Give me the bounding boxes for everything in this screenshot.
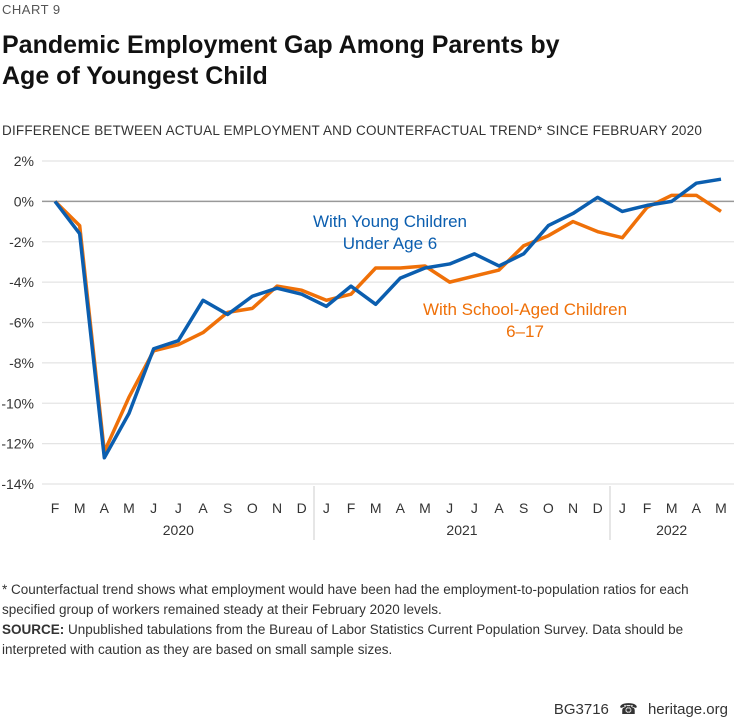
x-tick-label: A bbox=[494, 500, 504, 516]
line-chart: 2%0%-2%-4%-6%-8%-10%-12%-14%F M A M J J A S O N D J… bbox=[1, 153, 734, 540]
x-tick-label: J bbox=[150, 500, 157, 516]
year-label: 2021 bbox=[446, 522, 477, 538]
year-label: 2022 bbox=[656, 522, 687, 538]
x-tick-label: A bbox=[692, 500, 702, 516]
series-line bbox=[53, 193, 722, 454]
x-tick-label: D bbox=[297, 500, 307, 516]
x-tick-label: D bbox=[593, 500, 603, 516]
title-line-1: Pandemic Employment Gap Among Parents by bbox=[2, 31, 560, 59]
footnote: * Counterfactual trend shows what employ… bbox=[2, 582, 689, 617]
series-label: With School-Aged Children bbox=[423, 300, 627, 319]
source-label: SOURCE: bbox=[2, 622, 65, 637]
x-tick-label: M bbox=[123, 500, 135, 516]
x-tick-label: M bbox=[666, 500, 678, 516]
year-label: 2020 bbox=[163, 522, 194, 538]
x-tick-label: J bbox=[323, 500, 330, 516]
source-note: SOURCE: Unpublished tabulations from the… bbox=[2, 620, 727, 660]
x-tick-label: S bbox=[223, 500, 232, 516]
x-tick-label: F bbox=[643, 500, 652, 516]
y-tick-label: -10% bbox=[1, 395, 34, 411]
x-tick-label: O bbox=[247, 500, 258, 516]
y-tick-label: 0% bbox=[14, 193, 34, 209]
x-tick-label: M bbox=[74, 500, 86, 516]
chart-kicker: CHART 9 bbox=[2, 2, 61, 17]
x-tick-label: M bbox=[715, 500, 727, 516]
x-tick-label: S bbox=[519, 500, 528, 516]
title-line-2: Age of Youngest Child bbox=[2, 62, 268, 90]
x-tick-label: A bbox=[198, 500, 208, 516]
y-tick-label: 2% bbox=[14, 153, 34, 169]
x-tick-label: F bbox=[347, 500, 356, 516]
series-label: With Young Children bbox=[313, 212, 467, 231]
x-tick-label: N bbox=[568, 500, 578, 516]
y-tick-label: -4% bbox=[9, 274, 34, 290]
x-tick-label: A bbox=[396, 500, 406, 516]
footer: BG3716 ☎ heritage.org bbox=[554, 700, 728, 718]
chart-notes: * Counterfactual trend shows what employ… bbox=[2, 580, 727, 660]
x-tick-label: O bbox=[543, 500, 554, 516]
x-tick-label: J bbox=[471, 500, 478, 516]
x-tick-label: F bbox=[51, 500, 60, 516]
chart-subtitle: DIFFERENCE BETWEEN ACTUAL EMPLOYMENT AND… bbox=[2, 123, 703, 138]
x-tick-label: J bbox=[619, 500, 626, 516]
series-label: Under Age 6 bbox=[343, 234, 438, 253]
x-tick-label: M bbox=[370, 500, 382, 516]
y-tick-label: -2% bbox=[9, 234, 34, 250]
series-line bbox=[53, 177, 722, 460]
y-tick-label: -12% bbox=[1, 436, 34, 452]
x-tick-label: N bbox=[272, 500, 282, 516]
x-tick-label: M bbox=[419, 500, 431, 516]
y-tick-label: -14% bbox=[1, 476, 34, 492]
bell-icon: ☎ bbox=[619, 701, 638, 718]
series-label: 6–17 bbox=[506, 322, 544, 341]
y-tick-label: -8% bbox=[9, 355, 34, 371]
x-tick-label: J bbox=[175, 500, 182, 516]
y-tick-label: -6% bbox=[9, 315, 34, 331]
chart-title: Pandemic Employment Gap Among Parents by… bbox=[2, 30, 722, 92]
x-tick-label: A bbox=[100, 500, 110, 516]
site-link[interactable]: heritage.org bbox=[647, 701, 728, 718]
report-code: BG3716 bbox=[553, 701, 609, 718]
x-tick-label: J bbox=[446, 500, 453, 516]
source-text: Unpublished tabulations from the Bureau … bbox=[2, 622, 684, 657]
